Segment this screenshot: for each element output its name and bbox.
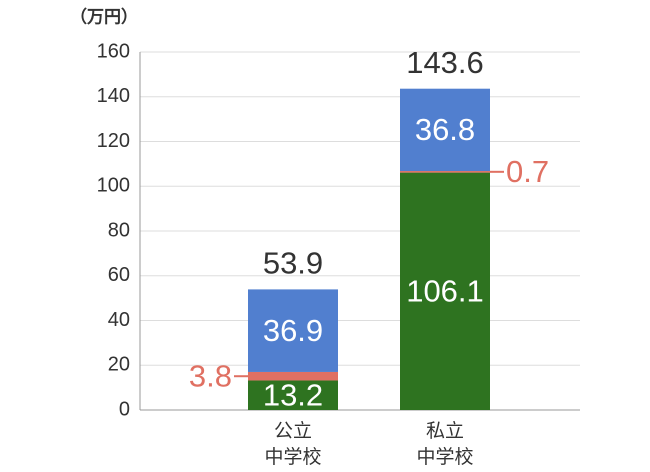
segment-label: 0.7 xyxy=(506,154,549,189)
y-tick-label: 160 xyxy=(97,40,130,62)
segment-label: 3.8 xyxy=(189,358,232,393)
y-tick-label: 0 xyxy=(119,398,130,420)
bar-segment xyxy=(248,289,338,372)
bar-segment xyxy=(248,371,338,381)
y-tick-label: 80 xyxy=(108,219,130,241)
bar-segment xyxy=(400,88,490,172)
y-axis-label: （万円） xyxy=(70,6,138,26)
segment-label: 13.2 xyxy=(263,377,323,412)
x-tick-label: 公立中学校 xyxy=(264,420,321,468)
segment-label: 36.9 xyxy=(263,313,323,348)
segment-label: 106.1 xyxy=(406,273,484,308)
x-tick-line: 中学校 xyxy=(264,446,321,468)
total-label: 143.6 xyxy=(406,45,484,80)
bar-segment xyxy=(248,380,338,410)
x-tick-label: 私立中学校 xyxy=(416,420,473,468)
total-label: 53.9 xyxy=(263,246,323,281)
bar-segment xyxy=(400,171,490,173)
x-tick-line: 私立 xyxy=(426,420,464,442)
x-tick-line: 公立 xyxy=(274,420,312,442)
y-tick-label: 20 xyxy=(108,354,130,376)
bar-segment xyxy=(400,172,490,410)
y-tick-label: 100 xyxy=(97,175,130,197)
y-tick-label: 120 xyxy=(97,130,130,152)
y-tick-label: 60 xyxy=(108,264,130,286)
y-tick-label: 40 xyxy=(108,309,130,331)
segment-label: 36.8 xyxy=(415,112,475,147)
x-tick-line: 中学校 xyxy=(416,446,473,468)
y-tick-label: 140 xyxy=(97,85,130,107)
